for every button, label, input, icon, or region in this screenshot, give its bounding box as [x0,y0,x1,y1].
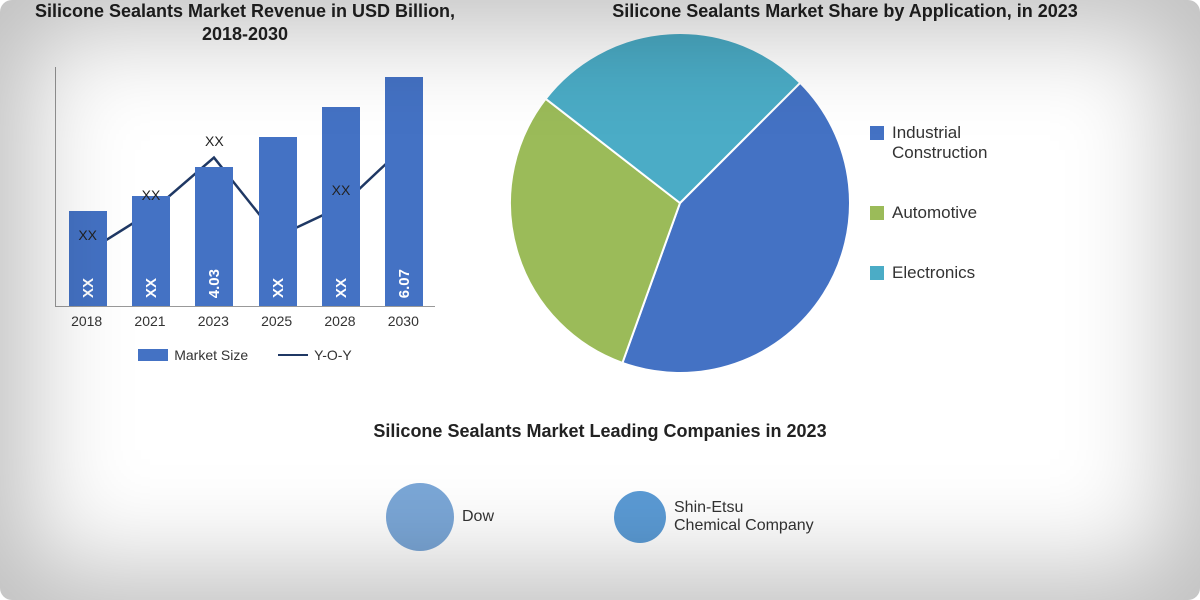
companies-row: Dow Shin-Etsu Chemical Company [386,483,814,551]
pie-legend-box-icon [870,266,884,280]
container: Silicone Sealants Market Revenue in USD … [0,0,1200,600]
bar: XX [132,196,170,305]
line-chart-overlay [56,67,435,306]
companies-section: Silicone Sealants Market Leading Compani… [20,420,1180,551]
pie-legend-box-icon [870,126,884,140]
bar: 4.03 [195,167,233,306]
pie-legend-label: Industrial Construction [892,123,1050,163]
company-item: Dow [386,483,494,551]
pie-chart-section: Silicone Sealants Market Share by Applic… [510,0,1180,400]
x-axis-label: 2021 [118,313,181,329]
x-axis-label: 2030 [372,313,435,329]
bar: XX [259,137,297,306]
companies-title: Silicone Sealants Market Leading Compani… [373,420,826,443]
company-bubble-icon [386,483,454,551]
x-axis-label: 2025 [245,313,308,329]
top-row: Silicone Sealants Market Revenue in USD … [20,0,1180,400]
bar: XX [69,211,107,305]
pie-legend-box-icon [870,206,884,220]
pie-row: Industrial Construction Automotive Electro… [510,33,1180,373]
pie-legend: Industrial Construction Automotive Electro… [870,123,1050,283]
bar-top-label: XX [78,227,97,243]
pie-legend-item: Electronics [870,263,1050,283]
bar-top-label: XX [142,187,161,203]
legend-yoy-label: Y-O-Y [314,347,352,363]
pie-legend-label: Automotive [892,203,977,223]
pie-wrapper [510,33,850,373]
pie-legend-item: Automotive [870,203,1050,223]
x-axis-label: 2018 [55,313,118,329]
company-item: Shin-Etsu Chemical Company [614,483,814,551]
legend-box-icon [138,349,168,361]
bar-top-label: XX [205,133,224,149]
legend-yoy: Y-O-Y [278,347,352,363]
pie-chart-title: Silicone Sealants Market Share by Applic… [510,0,1180,23]
bar-chart-section: Silicone Sealants Market Revenue in USD … [20,0,470,400]
x-axis-label: 2023 [182,313,245,329]
bar: 6.07 [385,77,423,306]
bar-value-label: XX [270,278,287,298]
company-bubble-icon [614,491,666,543]
bar-chart-legend: Market Size Y-O-Y [138,347,352,363]
bar-value-label: XX [333,278,350,298]
bar-chart-title: Silicone Sealants Market Revenue in USD … [20,0,470,47]
company-label: Shin-Etsu Chemical Company [674,499,814,535]
bar-value-label: 4.03 [206,269,223,298]
bar-value-label: XX [143,278,160,298]
pie-legend-label: Electronics [892,263,975,283]
bar-top-label: XX [332,182,351,198]
bar-value-label: 6.07 [396,269,413,298]
legend-market-size-label: Market Size [174,347,248,363]
pie-svg [510,33,850,373]
x-axis-label: 2028 [308,313,371,329]
legend-market-size: Market Size [138,347,248,363]
bar: XX [322,107,360,306]
bar-chart-plot: XX XX XX XX 4.03 XX XX XX XX 6.07 [55,67,435,307]
x-axis-labels: 201820212023202520282030 [55,313,435,329]
company-label: Dow [462,508,494,526]
bar-value-label: XX [80,278,97,298]
pie-legend-item: Industrial Construction [870,123,1050,163]
legend-line-icon [278,354,308,356]
